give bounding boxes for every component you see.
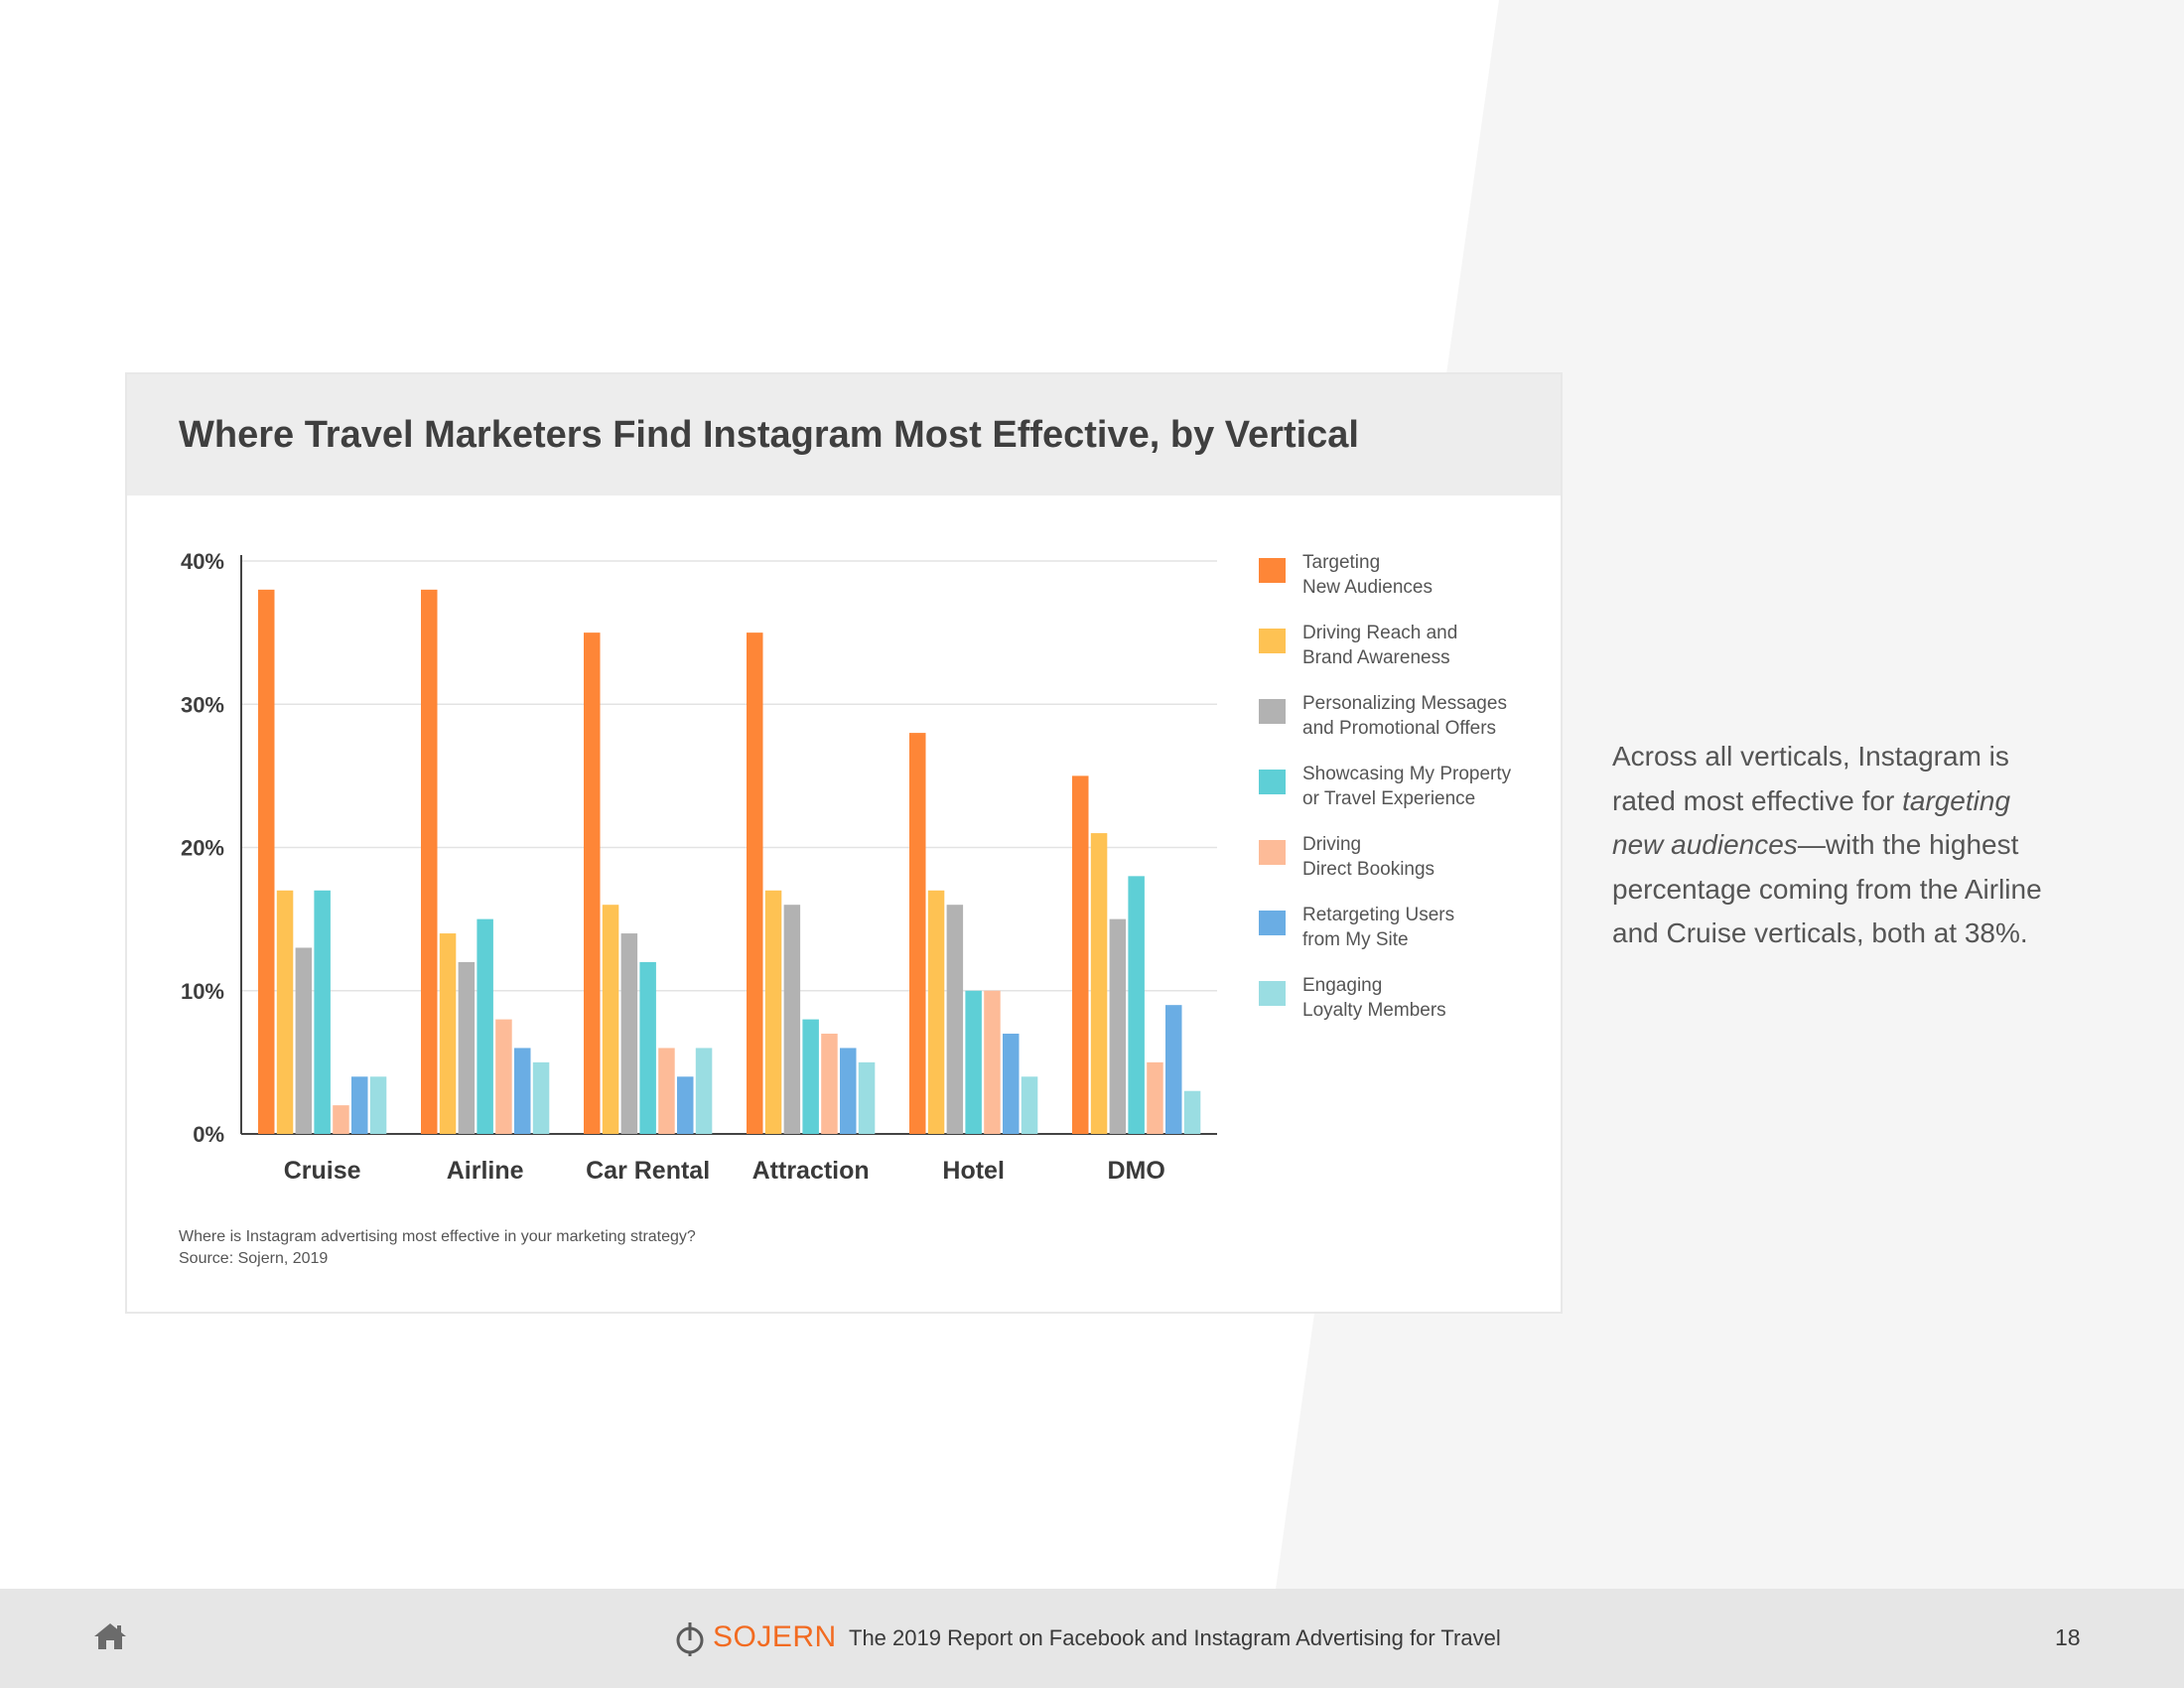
bar bbox=[677, 1076, 694, 1134]
bar bbox=[276, 890, 294, 1134]
x-category-label: Attraction bbox=[752, 1157, 870, 1185]
legend-label: Targeting New Audiences bbox=[1302, 550, 1551, 600]
legend-label-line: Loyalty Members bbox=[1302, 1000, 1446, 1021]
x-category-label: DMO bbox=[1107, 1157, 1164, 1185]
bar bbox=[369, 1076, 387, 1134]
bar bbox=[1128, 876, 1145, 1134]
x-category-label: Airline bbox=[447, 1157, 524, 1185]
legend-label-line: Brand Awareness bbox=[1302, 647, 1450, 668]
report-title: The 2019 Report on Facebook and Instagra… bbox=[849, 1625, 1501, 1650]
page-footer: SOJERN The 2019 Report on Facebook and I… bbox=[0, 1589, 2184, 1688]
chart-footnote: Where is Instagram advertising most effe… bbox=[179, 1226, 696, 1270]
legend-swatch bbox=[1259, 699, 1286, 724]
bar bbox=[747, 633, 763, 1134]
legend-label-line: Direct Bookings bbox=[1302, 859, 1435, 880]
sojern-logo-icon bbox=[676, 1622, 704, 1656]
legend-label-line: Driving Reach and bbox=[1302, 623, 1458, 643]
bar bbox=[695, 1048, 713, 1134]
bar bbox=[984, 990, 1001, 1134]
legend-label: Driving Direct Bookings bbox=[1302, 832, 1551, 882]
chart-title: Where Travel Marketers Find Instagram Mo… bbox=[179, 414, 1359, 456]
bar bbox=[421, 589, 438, 1134]
y-tick-label: 30% bbox=[181, 692, 224, 717]
bar bbox=[532, 1061, 550, 1134]
y-tick-label: 40% bbox=[181, 549, 224, 574]
bar bbox=[858, 1061, 876, 1134]
bar bbox=[658, 1048, 675, 1134]
legend-label: Driving Reach and Brand Awareness bbox=[1302, 621, 1551, 670]
bar bbox=[965, 990, 982, 1134]
legend-swatch bbox=[1259, 840, 1286, 865]
bar bbox=[1003, 1034, 1020, 1134]
x-category-label: Car Rental bbox=[586, 1157, 710, 1185]
bar bbox=[477, 918, 493, 1134]
legend-label-line: Driving bbox=[1302, 834, 1362, 855]
bar bbox=[495, 1019, 512, 1134]
y-tick-label: 0% bbox=[193, 1122, 224, 1147]
bar bbox=[258, 589, 275, 1134]
bar bbox=[1072, 775, 1089, 1134]
legend-label: Retargeting Users from My Site bbox=[1302, 903, 1551, 952]
bar bbox=[840, 1048, 857, 1134]
legend-swatch bbox=[1259, 558, 1286, 583]
bar bbox=[620, 933, 638, 1134]
legend-swatch bbox=[1259, 629, 1286, 653]
legend-label-line: from My Site bbox=[1302, 929, 1409, 950]
legend-label: Personalizing Messages and Promotional Of… bbox=[1302, 691, 1551, 741]
bar bbox=[1165, 1005, 1182, 1134]
bar bbox=[333, 1105, 349, 1134]
bar bbox=[458, 961, 476, 1134]
side-text-part2: —with the highest percentage coming from… bbox=[1612, 829, 2042, 948]
legend-label-line: Targeting bbox=[1302, 552, 1381, 573]
bar bbox=[909, 733, 926, 1134]
chart-card-header: Where Travel Marketers Find Instagram Mo… bbox=[127, 374, 1561, 495]
bar bbox=[783, 905, 801, 1134]
legend-label-line: Retargeting Users bbox=[1302, 905, 1455, 925]
bar bbox=[584, 633, 601, 1134]
bar bbox=[314, 890, 331, 1134]
legend-label: Engaging Loyalty Members bbox=[1302, 973, 1551, 1023]
bar bbox=[351, 1076, 368, 1134]
legend-swatch bbox=[1259, 911, 1286, 935]
side-commentary: Across all verticals, Instagram is rated… bbox=[1612, 735, 2069, 956]
page-number: 18 bbox=[2055, 1624, 2081, 1650]
x-category-label: Hotel bbox=[942, 1157, 1005, 1185]
bar bbox=[602, 905, 619, 1134]
bar bbox=[639, 961, 656, 1134]
side-text-part1: Across all verticals, Instagram is rated… bbox=[1612, 741, 2009, 816]
bar bbox=[821, 1034, 838, 1134]
legend-label-line: or Travel Experience bbox=[1302, 788, 1476, 809]
bar bbox=[439, 933, 457, 1134]
y-tick-label: 10% bbox=[181, 979, 224, 1004]
bar bbox=[1090, 833, 1108, 1134]
side-text-emphasis: targeting new audiences bbox=[1612, 784, 2011, 861]
bar bbox=[1147, 1061, 1163, 1134]
survey-question: Where is Instagram advertising most effe… bbox=[179, 1228, 696, 1245]
home-icon[interactable] bbox=[93, 1621, 127, 1651]
bar bbox=[802, 1019, 819, 1134]
legend-label-line: Showcasing My Property bbox=[1302, 764, 1512, 784]
bar bbox=[946, 905, 964, 1134]
legend-swatch bbox=[1259, 981, 1286, 1006]
chart-source: Source: Sojern, 2019 bbox=[179, 1250, 329, 1267]
bar bbox=[927, 890, 945, 1134]
x-category-label: Cruise bbox=[284, 1157, 361, 1185]
bar bbox=[295, 947, 313, 1134]
legend-swatch bbox=[1259, 770, 1286, 794]
bar bbox=[514, 1048, 531, 1134]
bar bbox=[1021, 1076, 1038, 1134]
y-tick-label: 20% bbox=[181, 836, 224, 861]
brand-name: SOJERN bbox=[713, 1620, 837, 1653]
legend-label: Showcasing My Property or Travel Experien… bbox=[1302, 762, 1551, 811]
chart-card: Where Travel Marketers Find Instagram Mo… bbox=[125, 372, 1563, 1314]
legend-label-line: Personalizing Messages bbox=[1302, 693, 1507, 714]
bar bbox=[1109, 918, 1127, 1134]
bar bbox=[764, 890, 782, 1134]
legend-label-line: and Promotional Offers bbox=[1302, 718, 1497, 739]
legend-label-line: Engaging bbox=[1302, 975, 1383, 996]
bar bbox=[1183, 1090, 1201, 1134]
bar-chart: 0% 10% 20% 30% 40% Cruise Airline Car Rental Att… bbox=[181, 549, 1217, 1185]
legend-label-line: New Audiences bbox=[1302, 577, 1433, 598]
